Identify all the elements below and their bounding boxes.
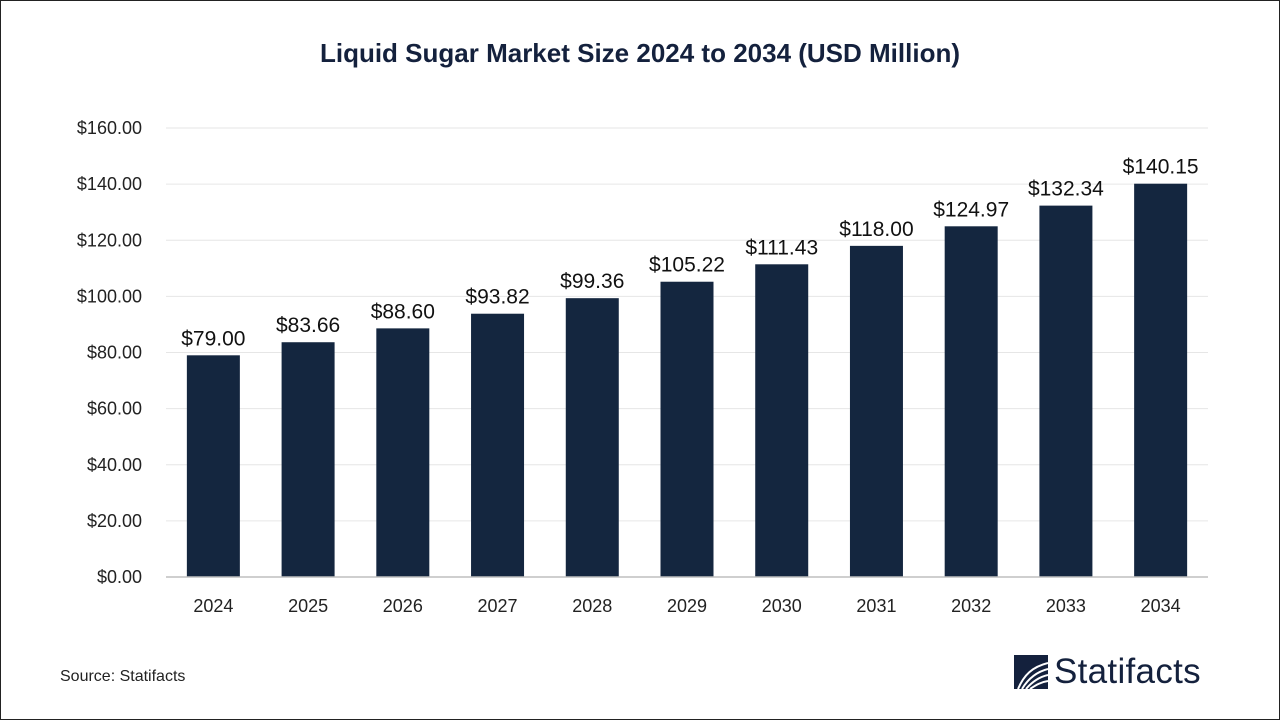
bar	[1134, 183, 1188, 578]
bar	[944, 226, 998, 578]
statifacts-logo: Statifacts	[1014, 652, 1201, 692]
data-label: $140.15	[1123, 156, 1199, 179]
source-note: Source: Statifacts	[60, 668, 186, 685]
logo-text: Statifacts	[1054, 652, 1201, 691]
bar	[376, 328, 430, 577]
bar	[186, 355, 240, 577]
x-tick-label: 2027	[478, 596, 518, 616]
y-tick-label: $60.00	[87, 399, 142, 419]
data-label: $93.82	[465, 286, 529, 309]
bar	[471, 313, 525, 577]
x-tick-label: 2024	[193, 596, 233, 616]
bar	[755, 264, 809, 577]
y-tick-label: $140.00	[77, 174, 142, 194]
statifacts-logo-icon	[1014, 655, 1048, 689]
data-label: $99.36	[560, 270, 624, 293]
x-tick-label: 2030	[762, 596, 802, 616]
data-label: $83.66	[276, 314, 340, 337]
x-tick-label: 2033	[1046, 596, 1086, 616]
data-label: $111.43	[745, 236, 818, 259]
y-tick-label: $160.00	[77, 118, 142, 138]
chart-title: Liquid Sugar Market Size 2024 to 2034 (U…	[319, 38, 961, 68]
bar	[849, 245, 903, 578]
data-label: $118.00	[839, 218, 913, 241]
data-label: $79.00	[181, 327, 245, 350]
y-tick-label: $20.00	[87, 511, 142, 531]
y-tick-label: $0.00	[97, 567, 142, 587]
bar	[1039, 205, 1093, 577]
y-tick-label: $80.00	[87, 343, 142, 363]
x-tick-label: 2031	[856, 596, 896, 616]
y-tick-label: $40.00	[87, 455, 142, 475]
x-tick-label: 2026	[383, 596, 423, 616]
bar	[281, 342, 335, 577]
x-tick-label: 2028	[572, 596, 612, 616]
bar	[660, 281, 714, 577]
x-tick-label: 2032	[951, 596, 991, 616]
data-label: $105.22	[649, 254, 725, 277]
data-label: $124.97	[933, 198, 1009, 221]
x-tick-label: 2034	[1141, 596, 1181, 616]
y-tick-label: $100.00	[77, 286, 142, 306]
x-tick-label: 2029	[667, 596, 707, 616]
x-tick-label: 2025	[288, 596, 328, 616]
data-label: $88.60	[371, 300, 435, 323]
bar	[565, 298, 619, 577]
data-label: $132.34	[1028, 178, 1104, 201]
y-tick-label: $120.00	[77, 230, 142, 250]
